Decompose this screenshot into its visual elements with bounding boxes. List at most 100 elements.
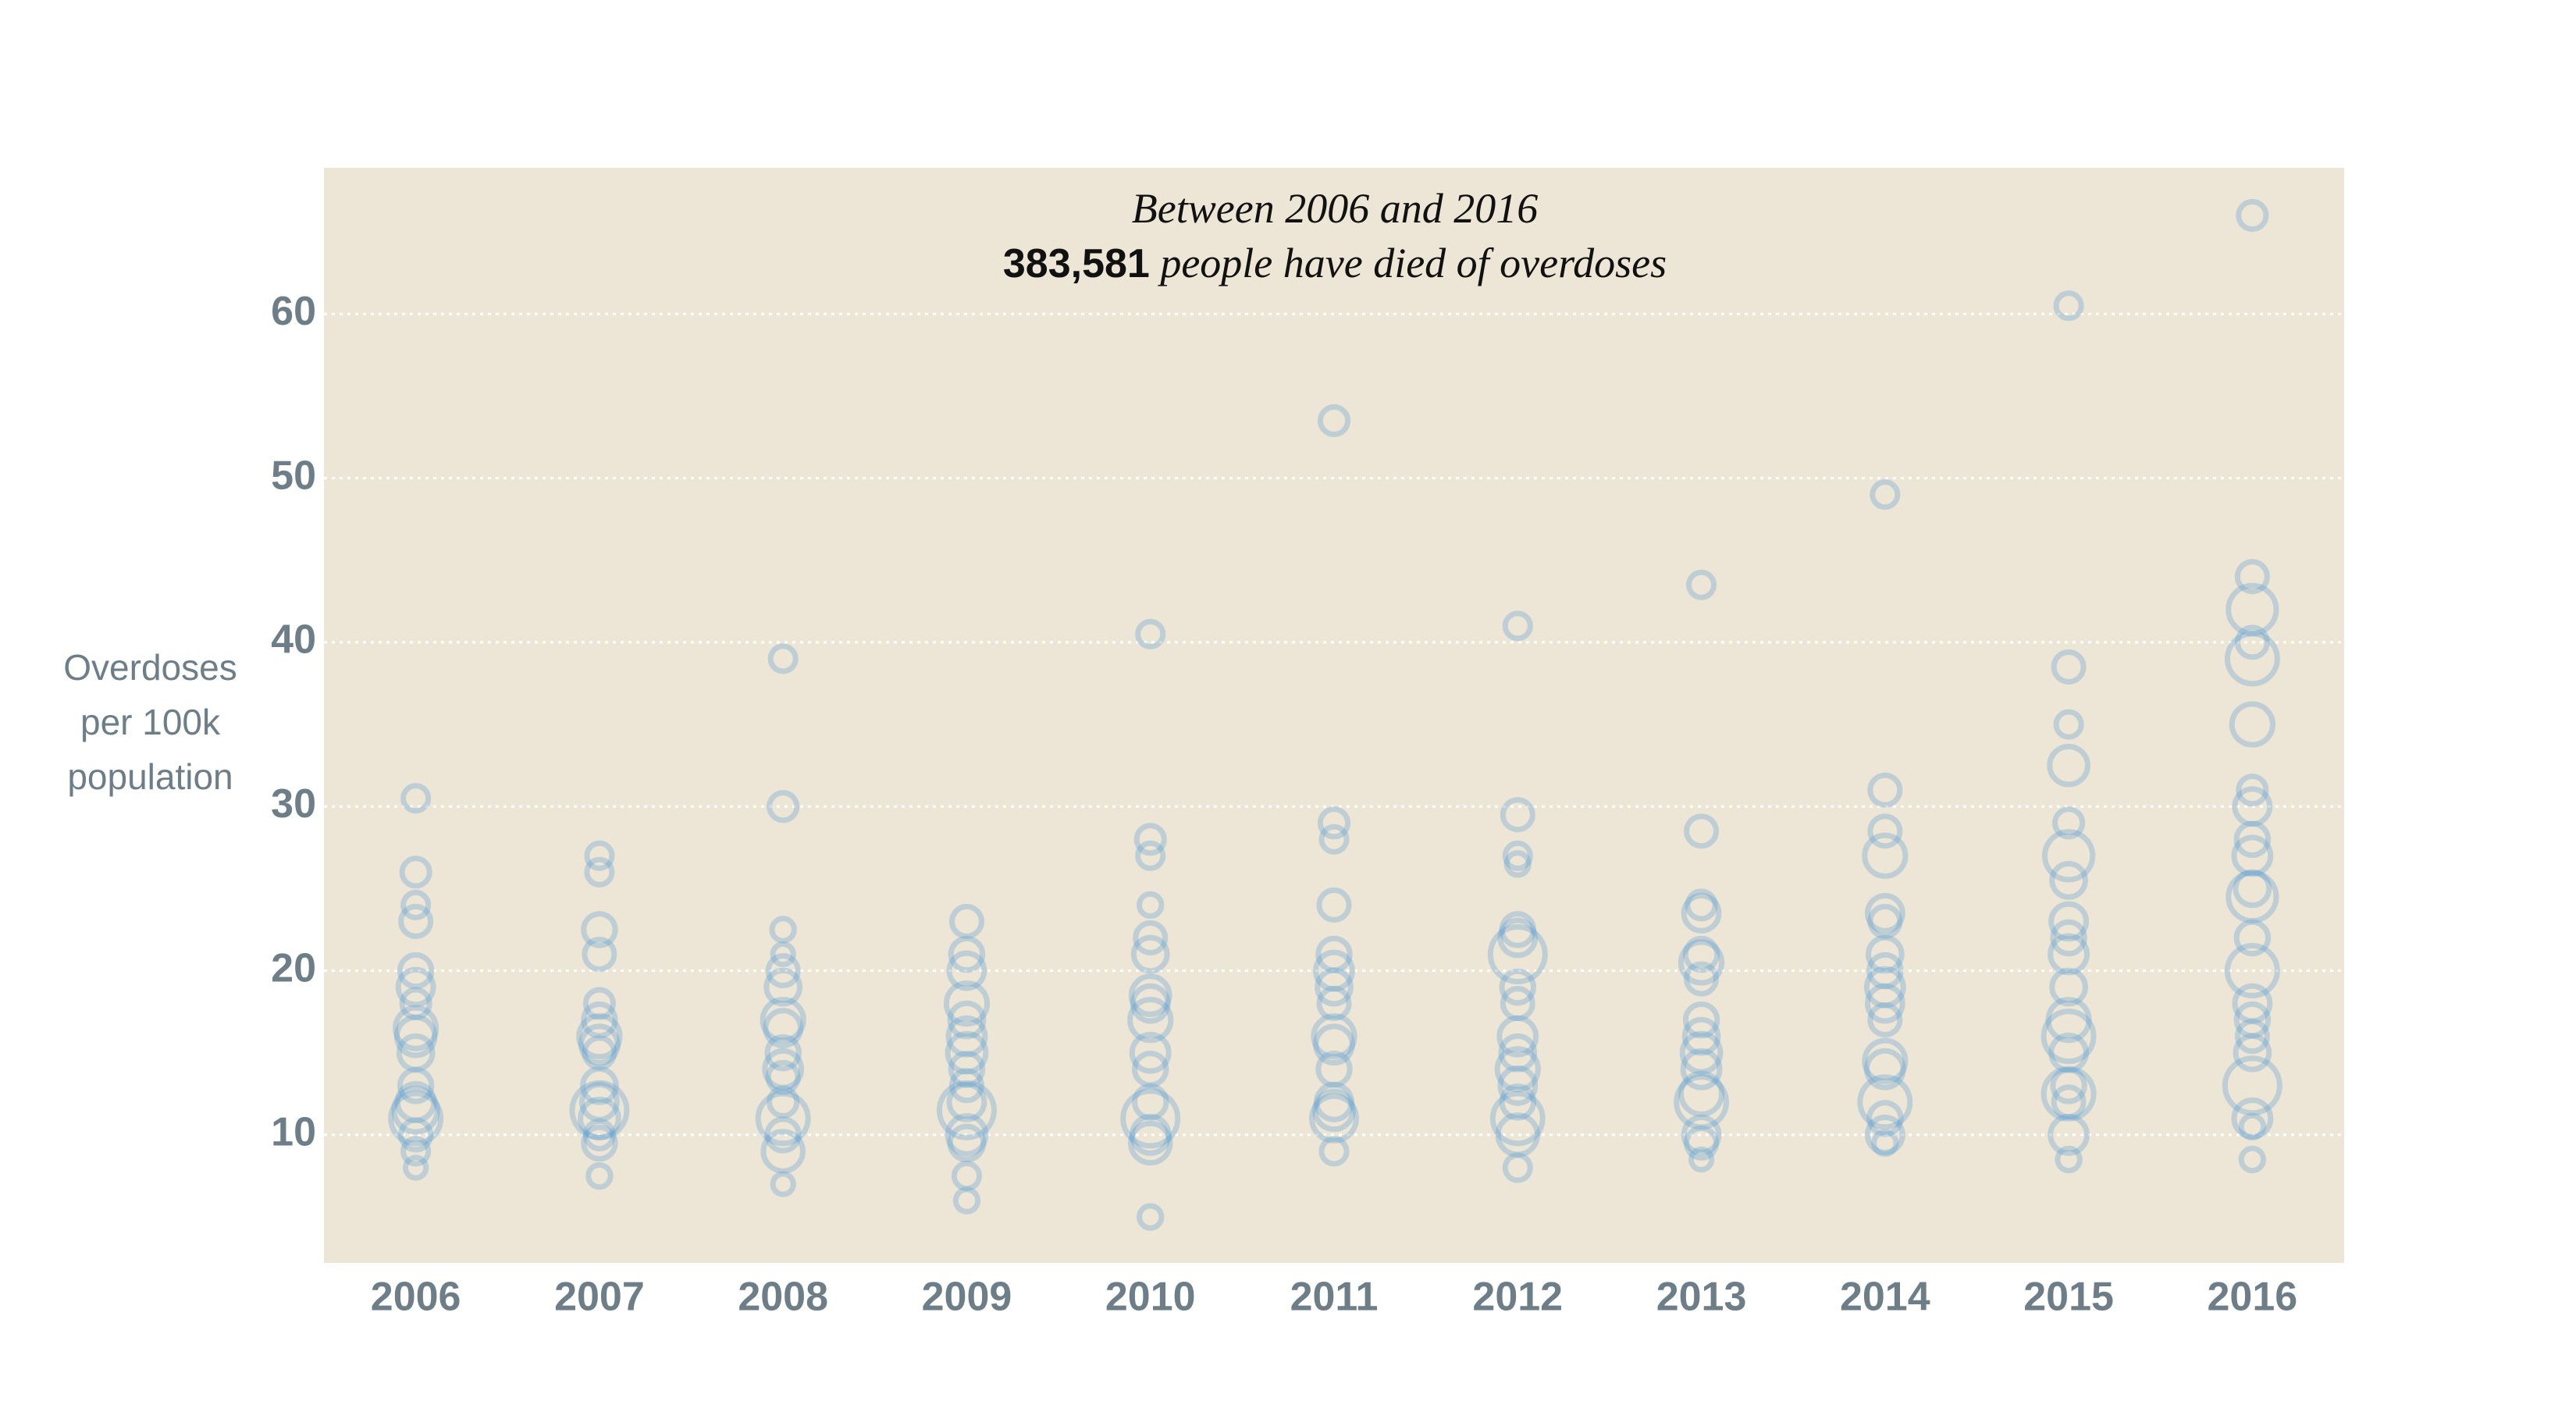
bubble (1137, 891, 1165, 919)
bubble (948, 904, 984, 939)
bubble (2233, 1033, 2272, 1072)
bubble (400, 783, 432, 814)
bubble (1318, 1136, 1350, 1167)
bubble (2041, 1008, 2097, 1065)
bubble (945, 1030, 989, 1075)
x-tick-label: 2009 (922, 1275, 1012, 1320)
bubble (1864, 893, 1905, 934)
y-tick-label: 20 (271, 945, 316, 991)
bubble (584, 840, 615, 871)
bubble (1137, 1203, 1165, 1231)
bubble (1313, 949, 1355, 992)
bubble (1499, 1083, 1536, 1121)
bubble (2232, 786, 2273, 827)
bubble (1862, 832, 1909, 879)
bubble (770, 941, 796, 968)
bubble (936, 1080, 997, 1140)
bubble (403, 1154, 429, 1181)
bubble (1129, 1031, 1172, 1074)
bubble (2238, 1145, 2267, 1174)
bubble (2045, 997, 2092, 1044)
bubble (2041, 1065, 2097, 1122)
bubble (943, 980, 991, 1027)
bubble (1681, 1016, 1721, 1056)
x-tick-label: 2010 (1105, 1275, 1196, 1320)
bubble (400, 889, 432, 920)
bubble (2051, 649, 2087, 685)
bubble (1120, 1088, 1181, 1149)
bubble (1495, 1112, 1541, 1158)
bubble (1496, 1015, 1539, 1058)
x-tick-label: 2013 (1656, 1275, 1747, 1320)
bubble (1315, 967, 1354, 1007)
bubble (767, 790, 800, 823)
bubble (760, 997, 806, 1044)
bubble (946, 950, 987, 991)
bubble (2234, 1019, 2270, 1055)
bubble (1316, 887, 1352, 923)
bubble (2048, 1032, 2089, 1073)
bubble (2226, 870, 2279, 924)
y-tick-label: 40 (271, 617, 316, 663)
subtitle-text: people have died of overdoses (1157, 240, 1667, 286)
bubble (578, 1023, 621, 1066)
bubble (1130, 934, 1170, 974)
bubble (580, 1065, 619, 1105)
bubble (1311, 1013, 1357, 1060)
bubble (1863, 1048, 1906, 1090)
bubble (947, 1000, 987, 1040)
y-tick-label: 30 (271, 781, 316, 827)
bubble (2234, 559, 2270, 595)
x-tick-label: 2007 (554, 1275, 645, 1320)
bubble (1680, 1048, 1723, 1090)
bubble (1313, 1023, 1355, 1066)
bubble (1133, 823, 1167, 856)
bubble (2224, 631, 2280, 687)
bubble (1685, 888, 1718, 922)
bubble (2232, 983, 2273, 1024)
bubble (2051, 806, 2086, 840)
bubble (1500, 797, 1535, 833)
bubble (945, 1113, 989, 1157)
x-tick-label: 2014 (1840, 1275, 1930, 1320)
bubble (2048, 933, 2090, 976)
bubble (2049, 861, 2088, 900)
bubble (1502, 840, 1533, 871)
bubble (400, 1136, 432, 1167)
y-axis-label: Overdoses per 100k population (63, 647, 237, 797)
bubble (1135, 840, 1166, 871)
bubble (393, 1014, 438, 1058)
bubble (1309, 1093, 1359, 1144)
bubble (395, 966, 436, 1008)
bubble (1498, 1033, 1538, 1072)
bubble (398, 1117, 434, 1153)
bubble (1315, 935, 1353, 973)
bubble (2047, 743, 2090, 788)
bubble (576, 1013, 623, 1060)
bubble (2053, 709, 2084, 740)
bubble (1685, 569, 1717, 600)
bubble (569, 1080, 630, 1140)
bubble (397, 951, 435, 990)
bubble (951, 1160, 983, 1192)
bubble (585, 1161, 614, 1190)
plot-background (324, 168, 2344, 1263)
y-tick-label: 60 (271, 289, 316, 334)
bubble (396, 1033, 436, 1072)
bubble (1317, 404, 1351, 438)
bubble (2055, 1145, 2083, 1174)
bubble (2051, 1084, 2087, 1120)
bubble (397, 1067, 435, 1104)
bubble (579, 1081, 620, 1122)
bubble (1684, 813, 1720, 849)
x-tick-label: 2012 (1472, 1275, 1563, 1320)
bubble (581, 1001, 618, 1039)
bubble (581, 1124, 618, 1162)
bubble (2053, 290, 2084, 322)
bubble (2231, 834, 2274, 877)
bubble (1127, 1120, 1173, 1166)
bubble (1674, 1074, 1729, 1130)
bubble (765, 1059, 801, 1095)
bubble (2233, 919, 2272, 957)
bubble (764, 1034, 802, 1072)
